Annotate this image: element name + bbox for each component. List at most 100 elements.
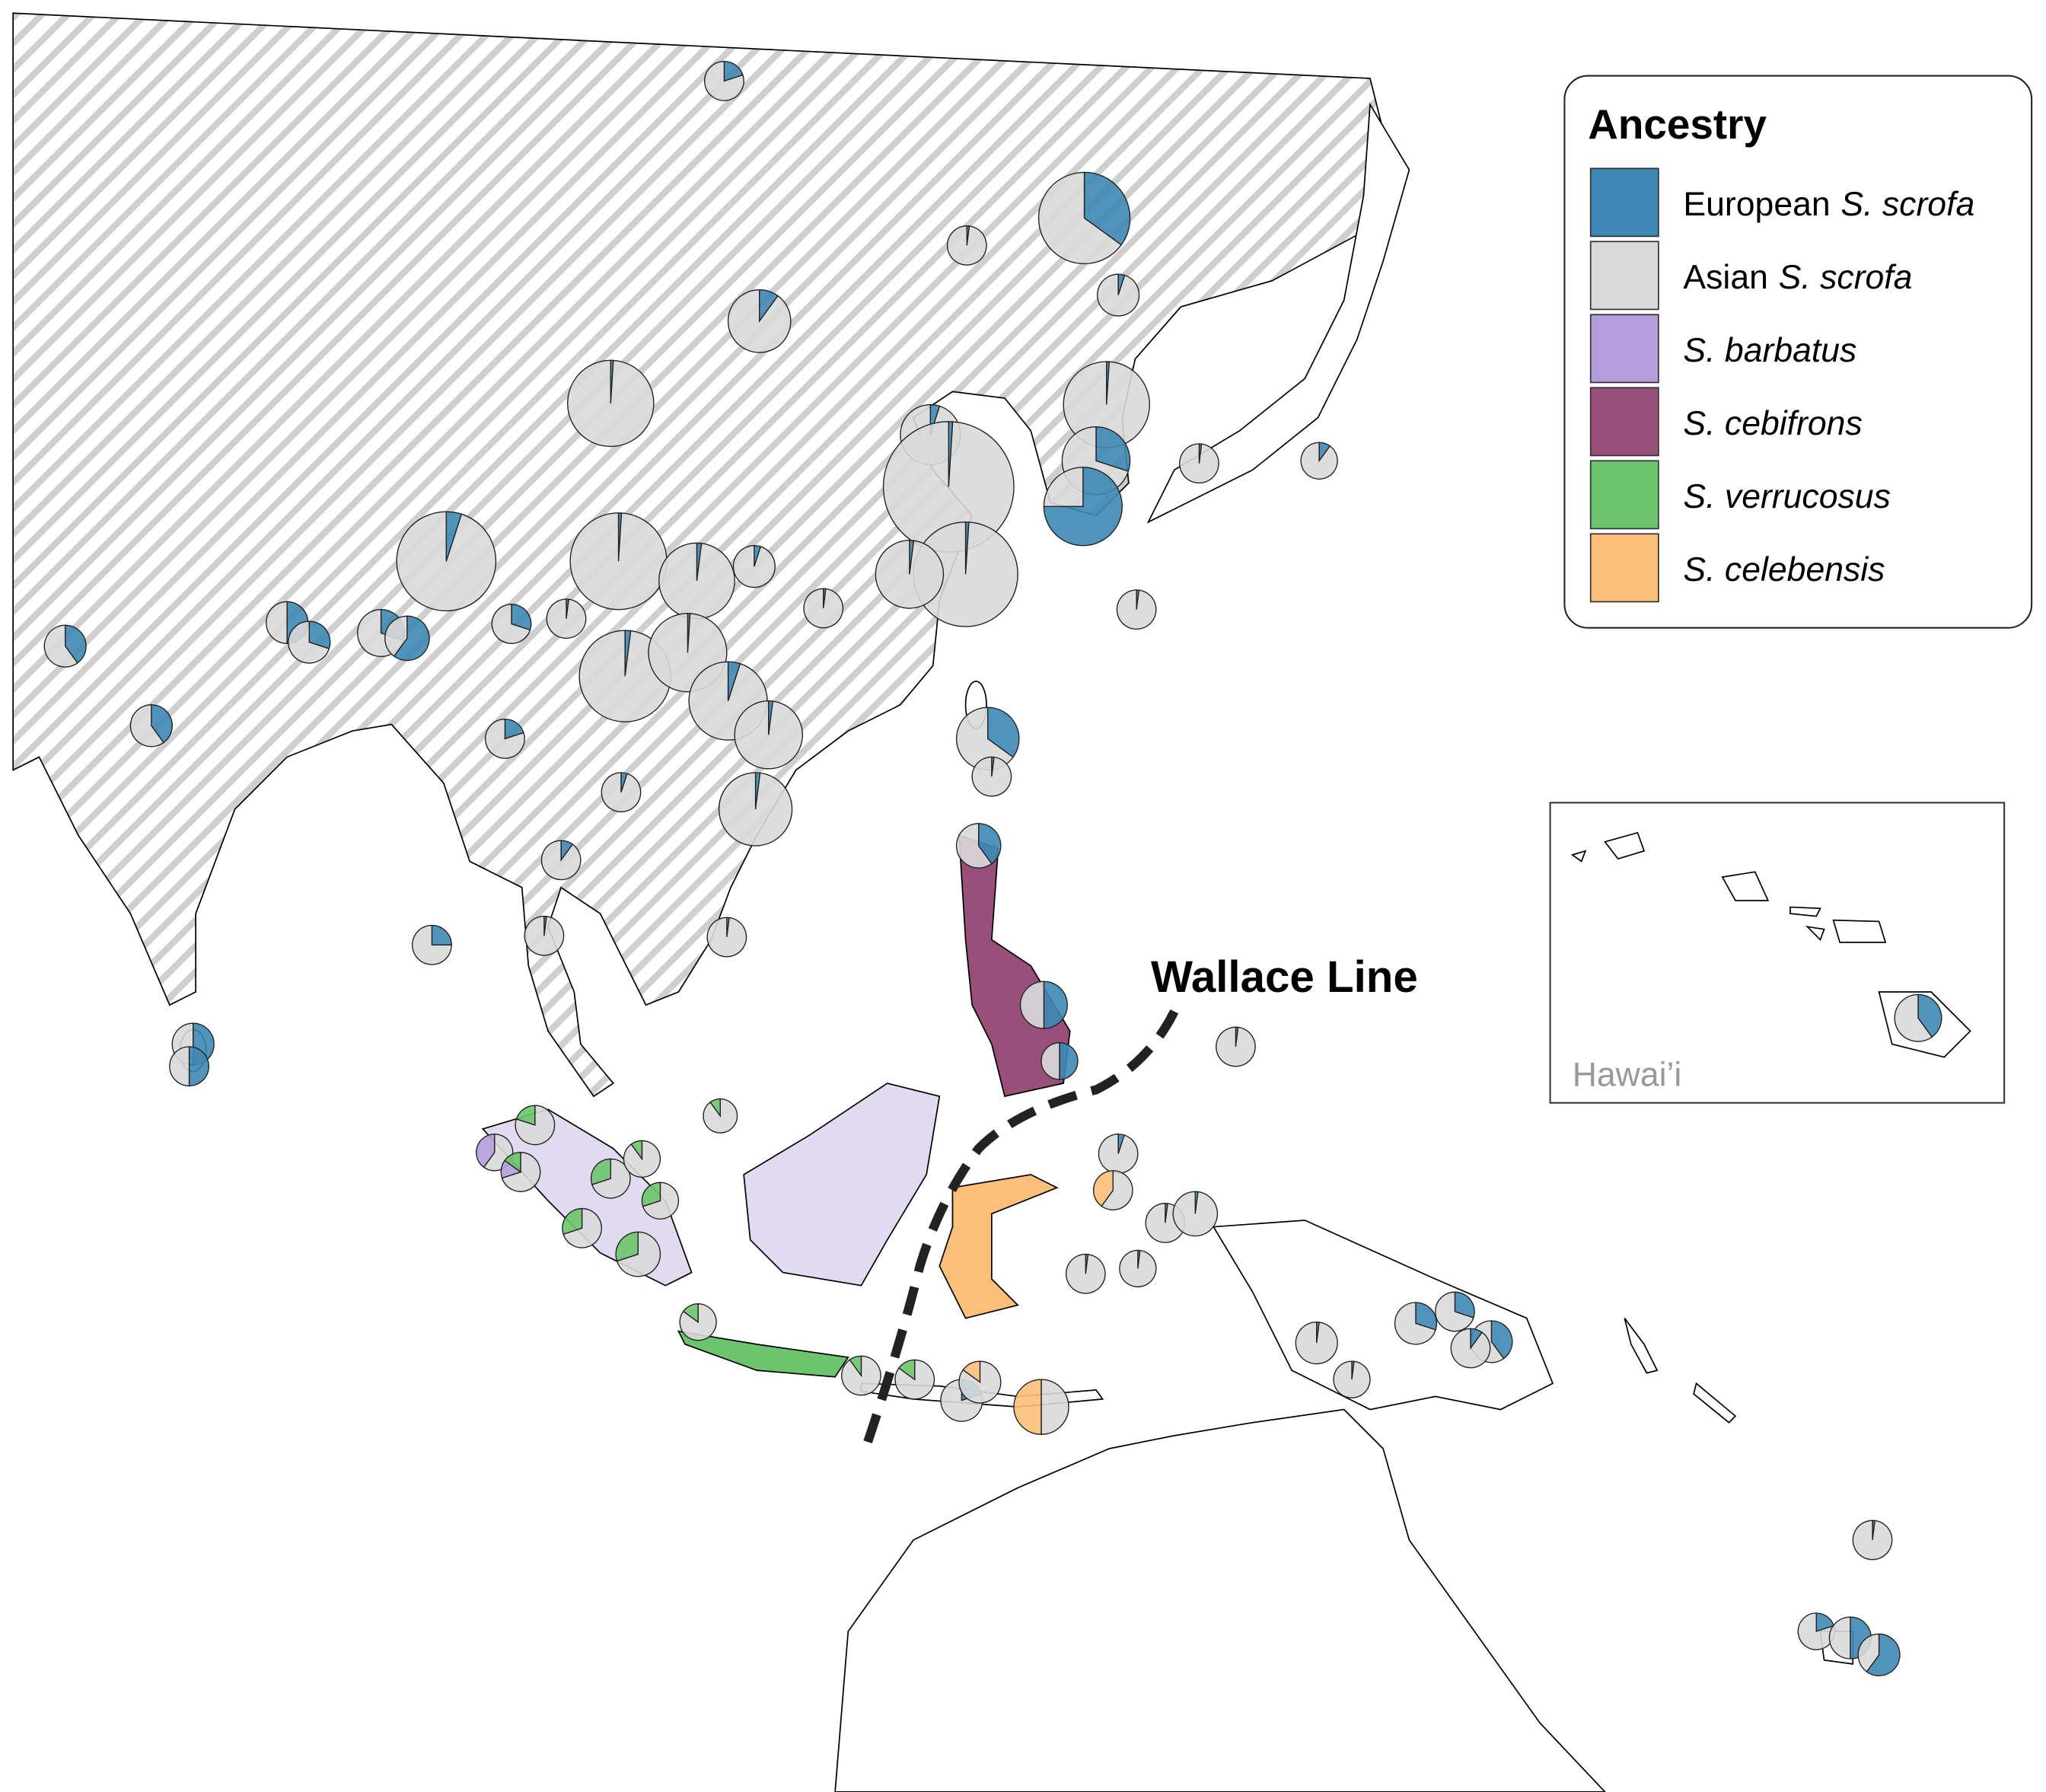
pie-slice <box>1450 1328 1491 1369</box>
pie <box>524 915 565 956</box>
sulawesi <box>939 1174 1059 1319</box>
pie-slice <box>706 917 747 958</box>
pie <box>412 924 452 965</box>
pie-slice <box>616 1231 661 1277</box>
pie-slice <box>615 1231 639 1262</box>
new-guinea <box>1212 1220 1554 1411</box>
pie-slice <box>946 225 987 266</box>
pie <box>1092 1170 1133 1210</box>
pie <box>1179 443 1219 484</box>
pie <box>1450 1328 1491 1369</box>
pie <box>562 1207 602 1248</box>
pie <box>396 511 497 612</box>
pie <box>1894 993 1942 1042</box>
pie <box>590 1158 631 1199</box>
pie-slice <box>940 1379 983 1422</box>
pie <box>958 1360 1002 1404</box>
legend-title: Ancestry <box>1588 100 1767 148</box>
legend: Ancestry European S. scrofa Asian S. scrofa… <box>1563 75 2033 629</box>
pie-slice <box>43 624 78 668</box>
pie <box>718 772 793 847</box>
pie <box>567 359 655 448</box>
borneo <box>743 1083 941 1287</box>
pie <box>679 1303 717 1341</box>
pie <box>727 289 792 353</box>
legend-species: S. scrofa <box>1840 186 1974 223</box>
pie <box>1098 1134 1139 1174</box>
pie-slice <box>1172 1191 1219 1237</box>
pie <box>703 1098 738 1134</box>
legend-species: S. celebensis <box>1683 551 1885 588</box>
pie <box>1043 467 1123 547</box>
legend-swatch <box>1589 533 1659 603</box>
pie-slice <box>515 1105 556 1146</box>
pies <box>43 61 1942 1676</box>
pie-slice <box>1295 1322 1338 1365</box>
pie-slice <box>913 521 1018 627</box>
pie <box>1172 1191 1219 1237</box>
pie <box>540 840 582 881</box>
pie-slice <box>1394 1302 1436 1345</box>
pie <box>913 521 1018 627</box>
pie-slice <box>1092 1170 1114 1207</box>
pie-slice <box>288 620 330 664</box>
pie-slice <box>590 1158 611 1185</box>
pie-slice <box>1857 1633 1880 1672</box>
pie <box>1857 1633 1901 1676</box>
pie-slice <box>971 756 1012 797</box>
pie <box>1852 1519 1893 1561</box>
pie <box>491 604 532 644</box>
pie-slice <box>1454 1291 1475 1318</box>
pie <box>1797 1612 1835 1650</box>
pie-slice <box>734 700 803 770</box>
pie-slice <box>1101 1170 1133 1210</box>
legend-species: S. scrofa <box>1779 259 1913 296</box>
pie-slice <box>1037 171 1123 265</box>
legend-swatch <box>1589 241 1659 311</box>
pie-slice <box>65 624 87 664</box>
pie-slice <box>491 604 531 644</box>
pie <box>43 624 87 668</box>
pie-slice <box>1043 980 1068 1029</box>
inset-label: Hawai’i <box>1573 1056 1682 1093</box>
pie <box>615 1231 661 1277</box>
pie <box>1037 171 1131 265</box>
pie-slice <box>169 1046 190 1087</box>
pie-slice <box>151 704 173 744</box>
legend-label: S. cebifrons <box>1683 405 1862 442</box>
pie-slice <box>658 542 735 620</box>
pie-slice <box>1019 980 1045 1029</box>
legend-swatch <box>1589 387 1659 457</box>
pie-slice <box>1852 1519 1893 1561</box>
pie-slice <box>431 924 452 945</box>
pie-slice <box>894 1359 935 1400</box>
pie <box>1116 589 1157 630</box>
pie <box>1119 1249 1157 1288</box>
pie-slice <box>630 1140 643 1161</box>
pie-slice <box>567 359 655 448</box>
hawaii-inset: Hawai’i <box>1549 802 2006 1104</box>
pie-slice <box>546 598 587 639</box>
wallace-line-label: Wallace Line <box>1151 952 1418 1002</box>
pie <box>1435 1291 1475 1332</box>
pie-slice <box>129 704 164 748</box>
pie <box>1013 1379 1069 1435</box>
pie-slice <box>1041 1379 1069 1435</box>
pie <box>1065 1253 1106 1294</box>
pie <box>129 704 173 748</box>
pie-slice <box>641 1181 661 1207</box>
pie-slice <box>1083 171 1131 246</box>
pie-slice <box>727 289 792 353</box>
pie <box>955 706 1020 771</box>
philippines <box>958 834 1071 1098</box>
pie <box>841 1355 881 1396</box>
pie <box>946 225 987 266</box>
pie-slice <box>1119 1249 1157 1288</box>
pie-slice <box>384 615 408 657</box>
pie-slice <box>601 772 642 813</box>
pie <box>288 620 331 664</box>
pie <box>641 1181 680 1220</box>
pie <box>169 1046 209 1087</box>
pie-slice <box>875 540 945 609</box>
